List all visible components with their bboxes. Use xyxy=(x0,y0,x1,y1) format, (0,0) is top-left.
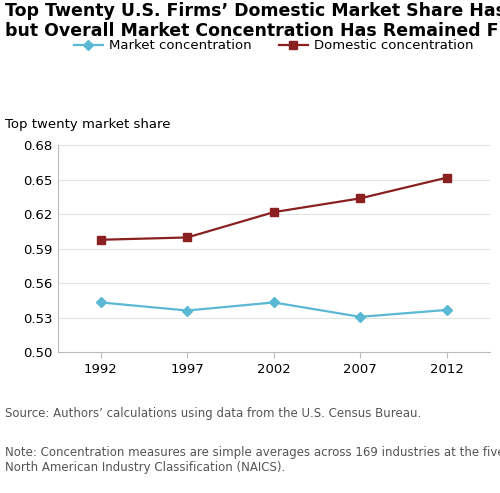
Text: Top twenty market share: Top twenty market share xyxy=(5,118,170,131)
Text: Source: Authors’ calculations using data from the U.S. Census Bureau.: Source: Authors’ calculations using data… xyxy=(5,407,421,420)
Legend: Market concentration, Domestic concentration: Market concentration, Domestic concentra… xyxy=(68,34,479,58)
Text: Note: Concentration measures are simple averages across 169 industries at the fi: Note: Concentration measures are simple … xyxy=(5,446,500,474)
Text: but Overall Market Concentration Has Remained Flat: but Overall Market Concentration Has Rem… xyxy=(5,22,500,40)
Text: Top Twenty U.S. Firms’ Domestic Market Share Has Risen,: Top Twenty U.S. Firms’ Domestic Market S… xyxy=(5,2,500,21)
